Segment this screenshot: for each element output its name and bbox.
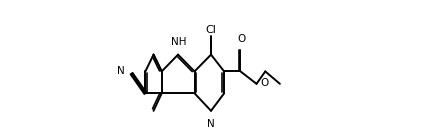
Text: O: O <box>259 78 268 88</box>
Text: N: N <box>207 119 214 129</box>
Text: Cl: Cl <box>205 25 216 35</box>
Text: NH: NH <box>171 37 186 47</box>
Text: N: N <box>117 66 125 76</box>
Text: O: O <box>236 34 245 44</box>
